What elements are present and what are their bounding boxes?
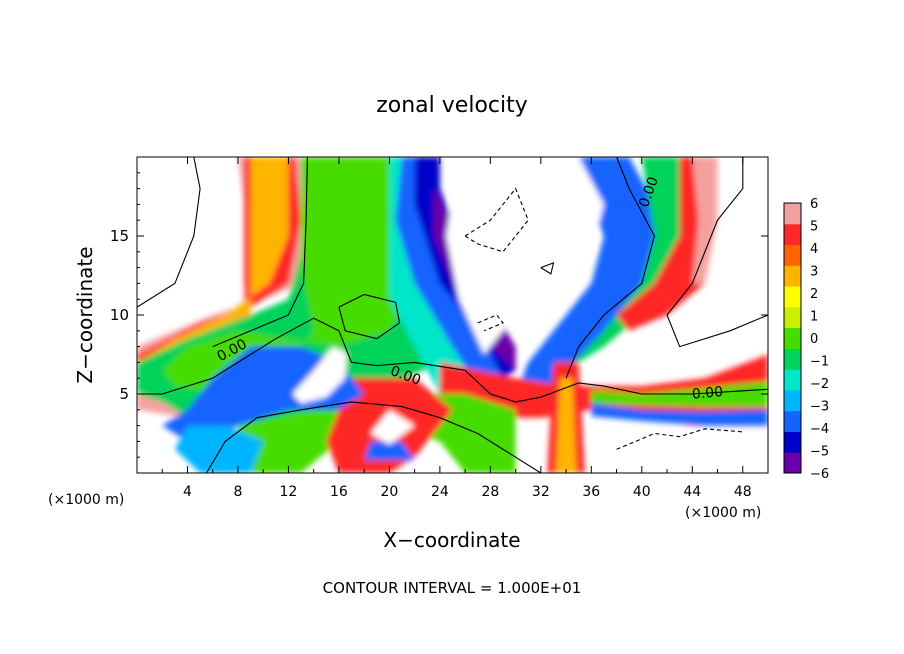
contour-interval-note: CONTOUR INTERVAL = 1.000E+01 bbox=[323, 579, 582, 597]
right-blue bbox=[515, 157, 655, 394]
colorbar-tick-label: −3 bbox=[810, 400, 829, 415]
contour-left-edge bbox=[137, 157, 201, 308]
x-tick-label: 8 bbox=[233, 484, 242, 500]
y-axis-label: Z−coordinate bbox=[73, 246, 97, 383]
y-tick-label: 5 bbox=[119, 385, 129, 403]
right-pink bbox=[692, 157, 718, 284]
contour-zero-right bbox=[565, 157, 655, 379]
colorbar-tick-label: 5 bbox=[810, 220, 818, 235]
colorbar: 6 5 4 3 2 1 0 −1 −2 −3 −4 −5 −6 bbox=[783, 197, 829, 482]
streak-orange bbox=[556, 378, 577, 473]
lower-red bbox=[439, 354, 768, 426]
x-tick-label: 48 bbox=[734, 484, 752, 500]
x-tick-label: 12 bbox=[280, 484, 298, 500]
colorbar-tick-label: −6 bbox=[810, 467, 829, 482]
colorbar-swatch bbox=[784, 410, 801, 432]
green-inner bbox=[162, 157, 415, 394]
y-tick-label: 15 bbox=[110, 227, 129, 245]
x-tick-label: 28 bbox=[481, 484, 499, 500]
contour-lower bbox=[205, 401, 542, 473]
colorbar-tick-label: 1 bbox=[810, 310, 818, 325]
colorbar-swatch bbox=[784, 265, 801, 287]
contour-zero-main bbox=[137, 317, 768, 403]
right-green bbox=[566, 157, 693, 371]
contour-small bbox=[540, 262, 555, 275]
velocity-field bbox=[137, 157, 768, 473]
contour-closed bbox=[338, 293, 401, 340]
colorbar-swatch bbox=[784, 306, 801, 329]
x-axis-label: X−coordinate bbox=[383, 528, 520, 552]
colorbar-frame bbox=[783, 202, 802, 474]
y-axis: 5 10 15 bbox=[110, 172, 768, 458]
white-upper bbox=[446, 157, 604, 355]
x-unit-note: (×1000 m) bbox=[48, 492, 124, 508]
x-tick-label: 36 bbox=[582, 484, 600, 500]
lower-blue-cap bbox=[364, 441, 415, 461]
x-tick-label: 44 bbox=[683, 484, 701, 500]
contour-right-edge bbox=[666, 157, 768, 348]
colorbar-swatch bbox=[784, 348, 801, 370]
colorbar-swatch bbox=[784, 244, 801, 266]
x-tick-label: 4 bbox=[183, 484, 192, 500]
contour-label: 0.00 bbox=[691, 384, 723, 403]
contour-zero-left bbox=[212, 157, 308, 348]
white-hole bbox=[292, 346, 347, 404]
colorbar-tick-label: 3 bbox=[810, 265, 818, 280]
colorbar-tick-label: 2 bbox=[810, 287, 818, 302]
y-tick-label: 10 bbox=[110, 306, 129, 324]
colorbar-swatch bbox=[784, 327, 801, 349]
left-cyan bbox=[174, 425, 264, 473]
x-axis: 4 8 12 16 20 24 28 32 36 40 44 48 bbox=[161, 157, 752, 500]
x-tick-label: 20 bbox=[380, 484, 398, 500]
plot-area: 0.000.000.000.00 bbox=[137, 157, 768, 473]
colorbar-tick-label: −5 bbox=[810, 445, 829, 460]
x-tick-label: 16 bbox=[330, 484, 348, 500]
colorbar-swatch bbox=[784, 203, 801, 225]
contour-dashed-1 bbox=[464, 187, 529, 253]
white-lower bbox=[370, 409, 415, 445]
colorbar-swatch bbox=[784, 286, 801, 308]
contour-dashed-2 bbox=[477, 314, 504, 332]
right-red bbox=[616, 157, 712, 331]
x-tick-label: 32 bbox=[532, 484, 550, 500]
colorbar-tick-label: 6 bbox=[810, 197, 818, 212]
colorbar-tick-label: −4 bbox=[810, 422, 829, 437]
colorbar-tick-label: 0 bbox=[810, 332, 818, 347]
colorbar-tick-label: −2 bbox=[810, 377, 829, 392]
colorbar-swatch bbox=[784, 431, 801, 453]
colorbar-swatch bbox=[784, 389, 801, 412]
z-unit-note: (×1000 m) bbox=[685, 505, 761, 521]
chart-title: zonal velocity bbox=[376, 93, 528, 118]
colorbar-swatch bbox=[784, 452, 801, 474]
colorbar-tick-label: 4 bbox=[810, 242, 818, 257]
colorbar-swatch bbox=[784, 223, 801, 246]
colorbar-tick-label: −1 bbox=[810, 355, 829, 370]
colorbar-swatch bbox=[784, 369, 801, 391]
lower-blue bbox=[591, 403, 768, 426]
x-tick-label: 40 bbox=[633, 484, 651, 500]
x-tick-label: 24 bbox=[431, 484, 449, 500]
contour-dashed-3 bbox=[616, 428, 743, 450]
